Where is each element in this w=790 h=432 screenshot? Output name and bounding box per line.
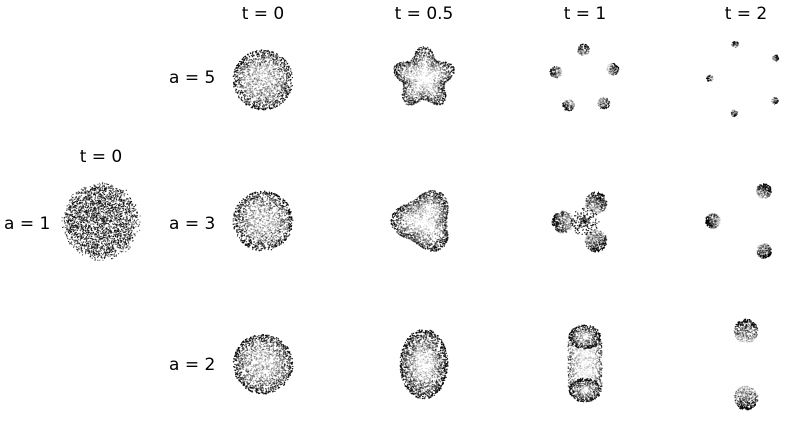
- time-label-1: t = 0.5: [395, 4, 454, 24]
- time-label-0: t = 0: [242, 4, 285, 24]
- reference-row-label: a = 1: [4, 214, 50, 234]
- reference-time-label: t = 0: [80, 147, 123, 167]
- row-label-a5: a = 5: [169, 68, 215, 88]
- time-label-2: t = 1: [564, 4, 607, 24]
- time-label-3: t = 2: [725, 4, 768, 24]
- row-label-a3: a = 3: [169, 214, 215, 234]
- particle-dots: [61, 41, 780, 411]
- row-label-a2: a = 2: [169, 355, 215, 375]
- particle-cloud-layer: [61, 41, 780, 411]
